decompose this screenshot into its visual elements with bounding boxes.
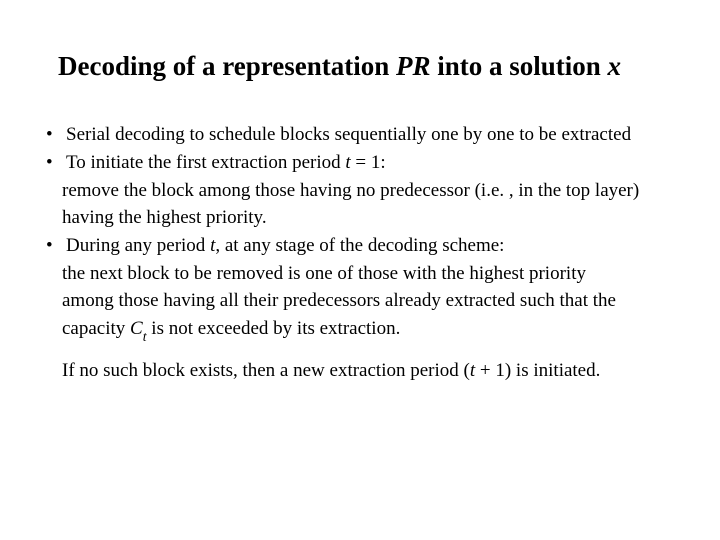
- bullet-2-pre: To initiate the first extraction period: [66, 152, 345, 173]
- bullet-1-text: Serial decoding to schedule blocks seque…: [66, 124, 631, 145]
- closing-pre: If no such block exists, then a new extr…: [62, 360, 470, 381]
- bullet-2-continuation-2: having the highest priority.: [44, 205, 676, 231]
- title-x: x: [608, 51, 622, 81]
- b3c3-pre: capacity: [62, 318, 130, 339]
- bullet-list: Serial decoding to schedule blocks seque…: [44, 122, 676, 175]
- b3c3-C: C: [130, 318, 143, 339]
- b3c3-sub-t: t: [143, 329, 147, 344]
- slide-title: Decoding of a representation PR into a s…: [58, 50, 676, 82]
- bullet-list-2: During any period t, at any stage of the…: [44, 233, 676, 259]
- bullet-1: Serial decoding to schedule blocks seque…: [44, 122, 676, 148]
- title-text-mid: into a solution: [431, 51, 608, 81]
- b3c3-post: is not exceeded by its extraction.: [147, 318, 401, 339]
- bullet-3-continuation-3: capacity Ct is not exceeded by its extra…: [44, 316, 676, 344]
- title-text-prefix: Decoding of a representation: [58, 51, 396, 81]
- bullet-3-continuation-2: among those having all their predecessor…: [44, 288, 676, 314]
- bullet-3-pre: During any period: [66, 235, 210, 256]
- bullet-3: During any period t, at any stage of the…: [44, 233, 676, 259]
- bullet-2-continuation-1: remove the block among those having no p…: [44, 178, 676, 204]
- spacer: [44, 346, 676, 358]
- bullet-3-post: , at any stage of the decoding scheme:: [215, 235, 504, 256]
- bullet-2-post: = 1:: [351, 152, 386, 173]
- closing-post: + 1) is initiated.: [475, 360, 600, 381]
- bullet-3-continuation-1: the next block to be removed is one of t…: [44, 261, 676, 287]
- title-pr: PR: [396, 51, 431, 81]
- bullet-2: To initiate the first extraction period …: [44, 150, 676, 176]
- slide: Decoding of a representation PR into a s…: [0, 0, 720, 540]
- closing-line: If no such block exists, then a new extr…: [44, 358, 676, 384]
